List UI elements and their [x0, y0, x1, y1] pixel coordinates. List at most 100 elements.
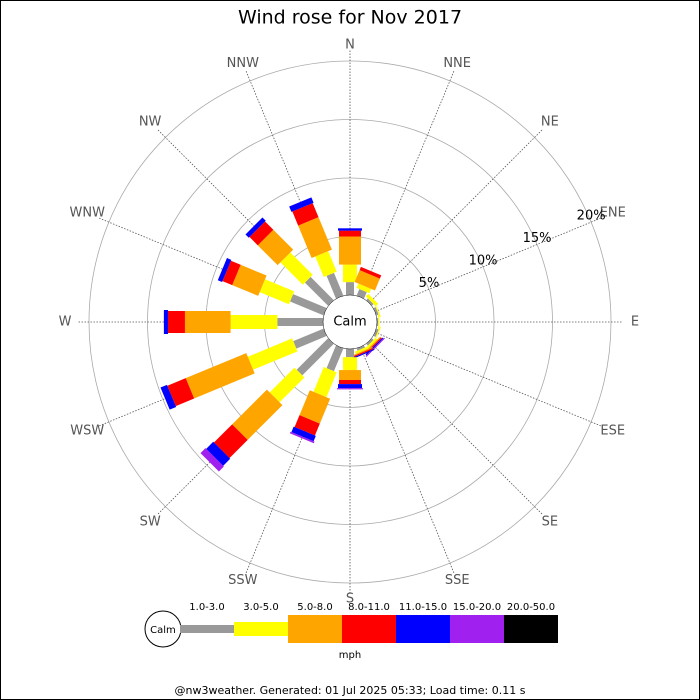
- legend-label: 1.0-3.0: [189, 602, 224, 613]
- bar-segment: [232, 264, 267, 296]
- bar-segment: [356, 283, 372, 294]
- direction-label: SSW: [228, 573, 258, 588]
- direction-bar: [377, 315, 380, 329]
- bar-segment: [365, 337, 385, 357]
- bar-segment: [289, 197, 314, 212]
- legend-label: 3.0-5.0: [243, 602, 278, 613]
- bar-segment: [352, 348, 374, 358]
- bar-segment: [206, 441, 231, 466]
- bar-segment: [222, 260, 241, 286]
- ring-label: 10%: [469, 253, 498, 268]
- bar-segment: [259, 279, 295, 305]
- bar-segment: [374, 303, 381, 318]
- spoke: [349, 321, 543, 515]
- spoke: [349, 129, 543, 323]
- direction-label: NNE: [443, 56, 471, 71]
- legend-swatch: [288, 615, 342, 643]
- bar-segment: [374, 326, 381, 341]
- bar-segment: [356, 289, 367, 299]
- direction-bar: [373, 326, 381, 341]
- direction-label: W: [59, 315, 72, 330]
- calm-label: Calm: [333, 315, 366, 330]
- bar-segment: [315, 251, 337, 278]
- direction-bar: [337, 349, 363, 390]
- bar-segment: [338, 228, 362, 231]
- bar-segment: [232, 389, 283, 440]
- direction-label: WNW: [70, 206, 106, 221]
- bar-segment: [230, 315, 278, 329]
- bar-segment: [339, 230, 361, 237]
- bar-segment: [291, 426, 316, 442]
- bar-segment: [373, 307, 379, 316]
- legend-swatch: [396, 615, 450, 643]
- bar-segment: [339, 380, 361, 385]
- bar-segment: [292, 203, 319, 226]
- bar-segment: [299, 390, 331, 424]
- direction-label: SE: [542, 514, 558, 529]
- bar-segment: [337, 388, 363, 390]
- bar-segment: [289, 431, 315, 444]
- legend-label: 11.0-15.0: [399, 602, 447, 613]
- bar-segment: [298, 217, 332, 259]
- bar-segment: [245, 217, 266, 238]
- bar-segment: [377, 318, 379, 326]
- bar-segment: [346, 349, 354, 358]
- direction-label: NW: [139, 115, 162, 130]
- direction-bar: [373, 303, 381, 318]
- legend-swatch: [234, 622, 288, 636]
- direction-bar: [163, 310, 323, 334]
- direction-label: ESE: [600, 423, 625, 438]
- chart-title: Wind rose for Nov 2017: [238, 7, 462, 29]
- direction-label: SW: [140, 514, 161, 529]
- bar-segment: [343, 264, 357, 283]
- legend-label: 15.0-20.0: [453, 602, 501, 613]
- direction-label: NNW: [227, 56, 259, 71]
- bar-segment: [184, 311, 231, 333]
- bar-segment: [304, 276, 334, 306]
- direction-bar: [351, 345, 375, 360]
- bar-segment: [257, 229, 294, 266]
- bar-segment: [343, 357, 357, 371]
- direction-label: N: [345, 38, 355, 53]
- legend-swatch: [450, 615, 504, 643]
- bar-segment: [280, 252, 313, 285]
- direction-label: NE: [541, 115, 559, 130]
- direction-bar: [289, 345, 344, 444]
- direction-bar: [200, 338, 334, 472]
- bar-segment: [167, 378, 195, 407]
- legend-swatch: [504, 615, 558, 643]
- direction-bar: [289, 197, 344, 299]
- bar-segment: [366, 338, 374, 346]
- bar-segment: [339, 370, 361, 381]
- bar-segment: [313, 366, 337, 398]
- bar-segment: [346, 282, 354, 295]
- direction-label: ENE: [600, 206, 626, 221]
- bar-segment: [354, 346, 369, 354]
- direction-label: SSE: [445, 573, 470, 588]
- direction-bar: [365, 293, 379, 307]
- bar-segment: [326, 345, 344, 372]
- direction-bar: [354, 266, 382, 299]
- spoke: [349, 217, 602, 323]
- bar-segment: [326, 272, 344, 299]
- bar-segment: [269, 367, 305, 403]
- bar-segment: [167, 311, 185, 333]
- bar-segment: [351, 348, 375, 360]
- direction-bar: [245, 217, 334, 306]
- legend-label: 20.0-50.0: [507, 602, 555, 613]
- footer: @nw3weather. Generated: 01 Jul 2025 05:3…: [175, 684, 526, 697]
- spoke: [349, 321, 602, 427]
- bar-segment: [294, 415, 320, 436]
- bar-segment: [160, 384, 177, 410]
- bar-segment: [296, 338, 334, 376]
- bar-segment: [249, 221, 274, 246]
- legend-label: 5.0-8.0: [297, 602, 332, 613]
- direction-label: E: [631, 315, 639, 330]
- bar-segment: [247, 338, 298, 370]
- bar-segment: [366, 298, 374, 306]
- legend-swatch: [342, 615, 396, 643]
- ring-label: 20%: [577, 209, 606, 224]
- spoke: [349, 321, 455, 574]
- direction-label: WSW: [70, 423, 104, 438]
- bar-segment: [200, 448, 224, 472]
